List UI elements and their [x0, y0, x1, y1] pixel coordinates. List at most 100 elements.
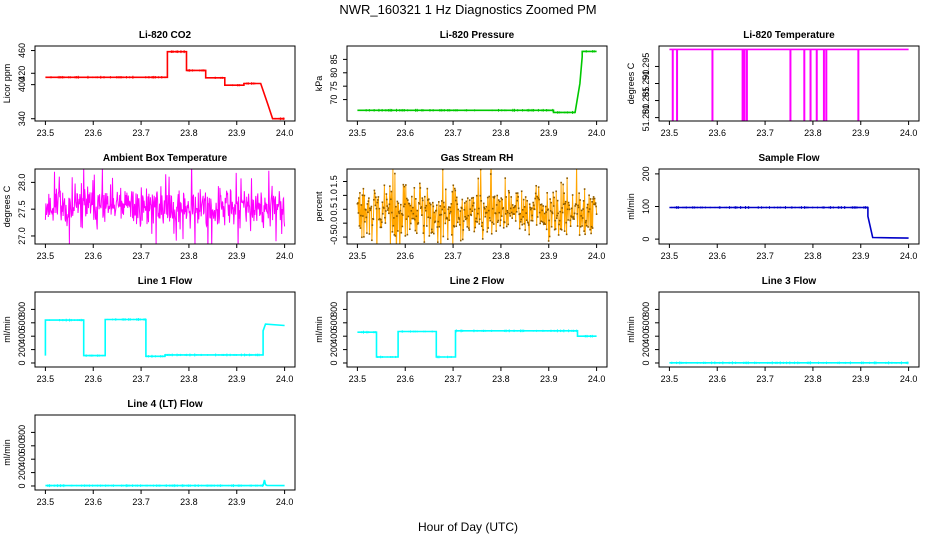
- series-point: [461, 238, 464, 241]
- series-point: [384, 216, 386, 219]
- series-point: [451, 190, 454, 193]
- series-point: [563, 230, 566, 232]
- series-point: [432, 205, 435, 208]
- series-point: [426, 225, 428, 227]
- series-point: [488, 217, 491, 219]
- series-point: [488, 195, 491, 198]
- series-point: [401, 225, 404, 228]
- series-point: [369, 207, 371, 210]
- y-tick-label: 51.280: [641, 104, 651, 132]
- series-point: [502, 207, 505, 209]
- series-point: [509, 207, 512, 210]
- series-point: [391, 231, 394, 233]
- series-point: [473, 208, 476, 211]
- x-tick-label: 23.6: [396, 128, 414, 138]
- series-point: [371, 224, 374, 226]
- series-point: [581, 217, 584, 219]
- series-point: [522, 198, 525, 201]
- series-point: [567, 201, 570, 204]
- series-point: [367, 211, 369, 214]
- series-point: [493, 196, 496, 199]
- series-point: [595, 213, 598, 215]
- series-point: [475, 217, 478, 220]
- series-point: [527, 224, 530, 226]
- series-point: [537, 197, 539, 199]
- series-point: [582, 200, 585, 202]
- series-point: [588, 194, 590, 197]
- series-point: [479, 169, 482, 171]
- series-point: [440, 256, 442, 258]
- series-point: [531, 219, 534, 222]
- series-point: [417, 222, 420, 224]
- x-tick-label: 24.0: [276, 374, 294, 384]
- series-point: [593, 197, 596, 200]
- series-point: [524, 229, 526, 231]
- series-point: [402, 214, 404, 216]
- plot-frame: [34, 291, 296, 368]
- series-point: [582, 208, 584, 210]
- y-tick-label: 400: [17, 329, 27, 344]
- series-point: [413, 186, 416, 189]
- series-point: [470, 197, 473, 199]
- series-point: [512, 206, 515, 209]
- series-point: [550, 225, 553, 228]
- series-point: [430, 232, 433, 234]
- series-point: [403, 205, 405, 208]
- series-point: [430, 203, 432, 206]
- series-point: [467, 227, 470, 229]
- series-point: [477, 177, 480, 180]
- series-point: [386, 198, 388, 201]
- data-layer: [357, 50, 597, 114]
- panel-title: Line 2 Flow: [450, 276, 505, 287]
- series-point: [449, 210, 452, 213]
- series-point: [416, 209, 419, 212]
- series-point: [513, 213, 516, 215]
- series-point: [452, 184, 455, 187]
- series-point: [462, 220, 465, 222]
- series-point: [397, 230, 399, 232]
- series-point: [562, 203, 565, 206]
- series-point: [594, 203, 596, 206]
- series-point: [449, 206, 452, 209]
- series-line: [357, 50, 597, 114]
- series-point: [405, 184, 407, 186]
- series-point: [496, 194, 499, 197]
- series-point: [441, 169, 444, 171]
- series-point: [497, 199, 500, 201]
- series-point: [465, 217, 468, 220]
- series-point: [407, 199, 409, 201]
- y-tick-label: 200: [17, 342, 27, 357]
- series-point: [438, 225, 441, 228]
- series-point: [506, 209, 509, 212]
- y-tick-label: 340: [17, 111, 27, 126]
- series-point: [444, 222, 447, 225]
- series-point: [556, 199, 559, 202]
- series-point: [396, 215, 398, 217]
- series-point: [554, 219, 556, 222]
- series-point: [357, 212, 360, 214]
- series-point: [481, 238, 484, 240]
- series-point: [533, 208, 536, 211]
- y-tick-label: 80: [329, 68, 339, 78]
- panel-2: Li-820 Pressure kPa 23.5 23.6 23.7 23.8 23.9 24…: [314, 30, 608, 138]
- series-point: [412, 206, 414, 209]
- series-point: [393, 234, 396, 236]
- series-point: [366, 232, 368, 234]
- series-point: [479, 194, 482, 197]
- series-point: [486, 196, 489, 199]
- series-point: [457, 208, 460, 211]
- series-point: [543, 212, 546, 215]
- series-point: [531, 214, 533, 217]
- series-point: [472, 196, 475, 199]
- series-point: [482, 202, 485, 205]
- series-point: [491, 207, 494, 210]
- x-tick-label: 24.0: [588, 251, 606, 261]
- series-point: [371, 239, 373, 242]
- series-point: [552, 191, 554, 194]
- series-point: [499, 224, 502, 227]
- series-point: [467, 214, 470, 217]
- x-tick-label: 23.5: [661, 251, 679, 261]
- series-line: [44, 318, 285, 358]
- series-point: [471, 210, 474, 212]
- series-point: [545, 211, 547, 213]
